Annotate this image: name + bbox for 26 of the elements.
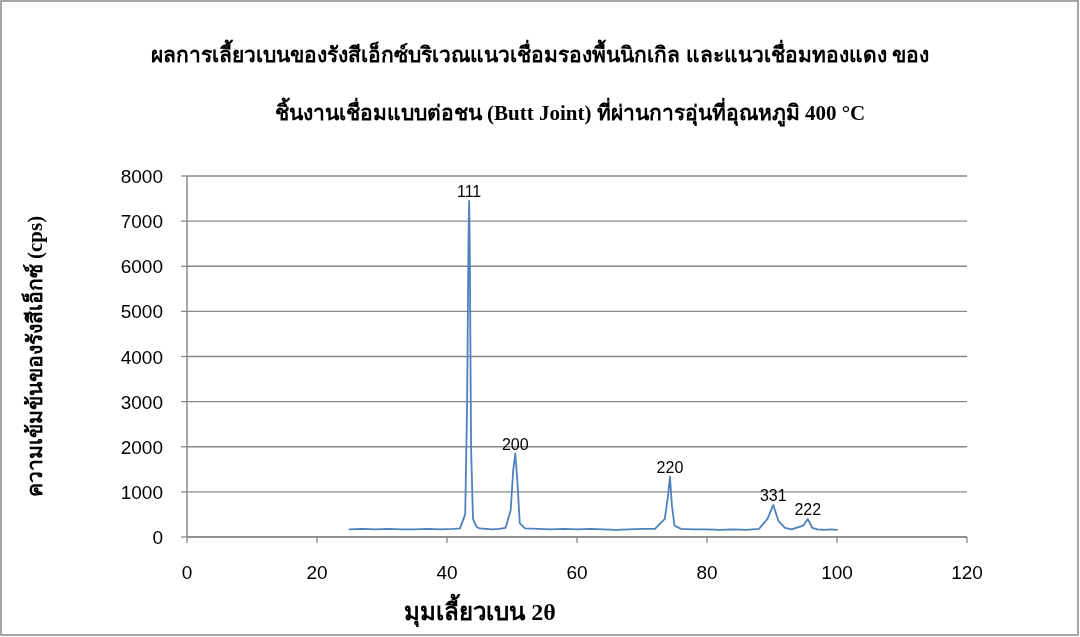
chart-title: ผลการเลี้ยวเบนของรังสีเอ็กซ์บริเวณแนวเชื่อมรองพื้นนิกเกิล และแนวเชื่อมทองแดง ของ [151,39,929,67]
x-tick-label: 60 [566,562,588,583]
x-tick-label: 0 [181,562,193,583]
annotation: 220 [656,458,684,476]
y-tick-label: 4000 [120,346,163,368]
x-tick-label: 100 [821,562,853,583]
y-tick-label: 3000 [120,391,163,413]
x-axis-title: มุมเลี้ยวเบน 2θ [404,593,556,628]
annotation: 200 [501,435,529,453]
y-axis-title: ความเข้มข้นของรังสีเอ็กซ์ (cps) [21,215,47,498]
annotation: 331 [759,486,787,504]
x-tick-label: 40 [436,562,458,583]
y-tick-label: 8000 [120,166,163,187]
y-tick-label: 1000 [120,481,163,503]
annotation: 222 [794,500,822,518]
line-series [348,199,838,531]
x-tick-label: 120 [951,562,983,583]
y-tick-label: 7000 [120,211,163,233]
y-tick-label: 0 [152,527,163,548]
x-tick-label: 20 [306,562,328,583]
y-tick-label: 5000 [120,301,163,323]
x-tick-label: 80 [696,562,718,583]
annotation: 111 [456,182,482,200]
y-tick-label: 6000 [120,256,163,278]
chart-subtitle: ชิ้นงานเชื่อมแบบต่อชน (Butt Joint) ที่ผ่านการอุ่นที่อุณหภูมิ 400 °C [274,97,866,127]
y-tick-label: 2000 [120,436,163,458]
